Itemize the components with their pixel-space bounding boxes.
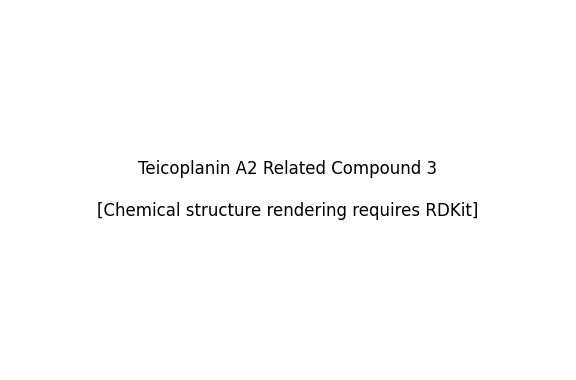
Text: Teicoplanin A2 Related Compound 3

[Chemical structure rendering requires RDKit]: Teicoplanin A2 Related Compound 3 [Chemi… <box>97 160 479 220</box>
